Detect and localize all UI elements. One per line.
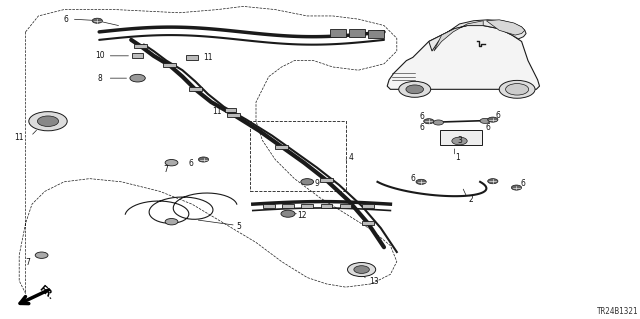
Text: TR24B1321: TR24B1321 xyxy=(597,307,639,316)
Text: 12: 12 xyxy=(298,211,307,219)
Text: 7: 7 xyxy=(26,258,31,267)
Bar xyxy=(263,204,275,208)
Text: 6: 6 xyxy=(419,112,424,121)
Circle shape xyxy=(130,74,145,82)
Text: 6: 6 xyxy=(496,111,501,120)
Circle shape xyxy=(301,179,314,185)
Polygon shape xyxy=(434,21,483,51)
Text: 7: 7 xyxy=(163,165,168,174)
Circle shape xyxy=(165,160,178,166)
Bar xyxy=(362,221,374,225)
Text: 6: 6 xyxy=(419,123,424,132)
Circle shape xyxy=(506,84,529,95)
Text: 4: 4 xyxy=(349,153,354,162)
Bar xyxy=(227,113,240,117)
Text: 5: 5 xyxy=(237,222,242,231)
Circle shape xyxy=(424,119,434,124)
Circle shape xyxy=(165,219,178,225)
Bar xyxy=(340,204,351,208)
Circle shape xyxy=(511,185,522,190)
Circle shape xyxy=(35,252,48,258)
Bar xyxy=(349,29,365,37)
Bar xyxy=(189,87,202,91)
Bar xyxy=(330,29,346,37)
Text: 1: 1 xyxy=(456,153,460,162)
Circle shape xyxy=(29,112,67,131)
Polygon shape xyxy=(429,20,526,51)
Bar xyxy=(275,145,288,149)
Circle shape xyxy=(348,263,376,277)
Circle shape xyxy=(508,85,527,94)
Text: 10: 10 xyxy=(95,51,104,60)
Circle shape xyxy=(499,80,535,98)
Polygon shape xyxy=(387,26,540,89)
Bar xyxy=(368,30,384,38)
Bar xyxy=(362,204,374,208)
Text: 6: 6 xyxy=(411,174,416,182)
Text: 8: 8 xyxy=(97,74,102,83)
Bar xyxy=(250,121,346,191)
Bar xyxy=(225,108,236,112)
Circle shape xyxy=(416,179,426,184)
Text: 9: 9 xyxy=(315,179,320,188)
Text: 11: 11 xyxy=(204,53,213,62)
Circle shape xyxy=(452,137,467,145)
Text: 6: 6 xyxy=(189,159,194,168)
Text: 11: 11 xyxy=(212,107,222,116)
Circle shape xyxy=(406,85,424,94)
Circle shape xyxy=(354,266,369,273)
Text: 3: 3 xyxy=(457,137,462,145)
Circle shape xyxy=(399,81,431,97)
Circle shape xyxy=(433,120,444,125)
Text: 13: 13 xyxy=(369,277,379,286)
Circle shape xyxy=(488,117,498,122)
Text: 6: 6 xyxy=(485,123,490,132)
Bar xyxy=(282,204,294,208)
Polygon shape xyxy=(486,20,525,35)
Circle shape xyxy=(37,116,59,126)
Bar xyxy=(134,44,147,48)
Bar xyxy=(163,63,176,67)
Text: FR.: FR. xyxy=(37,284,56,302)
Bar xyxy=(440,130,482,145)
Circle shape xyxy=(488,179,498,184)
Circle shape xyxy=(198,157,209,162)
Text: 11: 11 xyxy=(14,133,24,142)
Circle shape xyxy=(281,210,295,217)
Circle shape xyxy=(480,118,490,123)
Text: 6: 6 xyxy=(64,15,69,24)
Bar xyxy=(301,204,313,208)
Bar xyxy=(321,204,332,208)
Bar xyxy=(132,53,143,58)
Bar xyxy=(186,55,198,60)
Circle shape xyxy=(92,18,102,23)
Text: 2: 2 xyxy=(468,195,473,204)
Bar xyxy=(320,178,333,182)
Text: 6: 6 xyxy=(520,179,525,188)
